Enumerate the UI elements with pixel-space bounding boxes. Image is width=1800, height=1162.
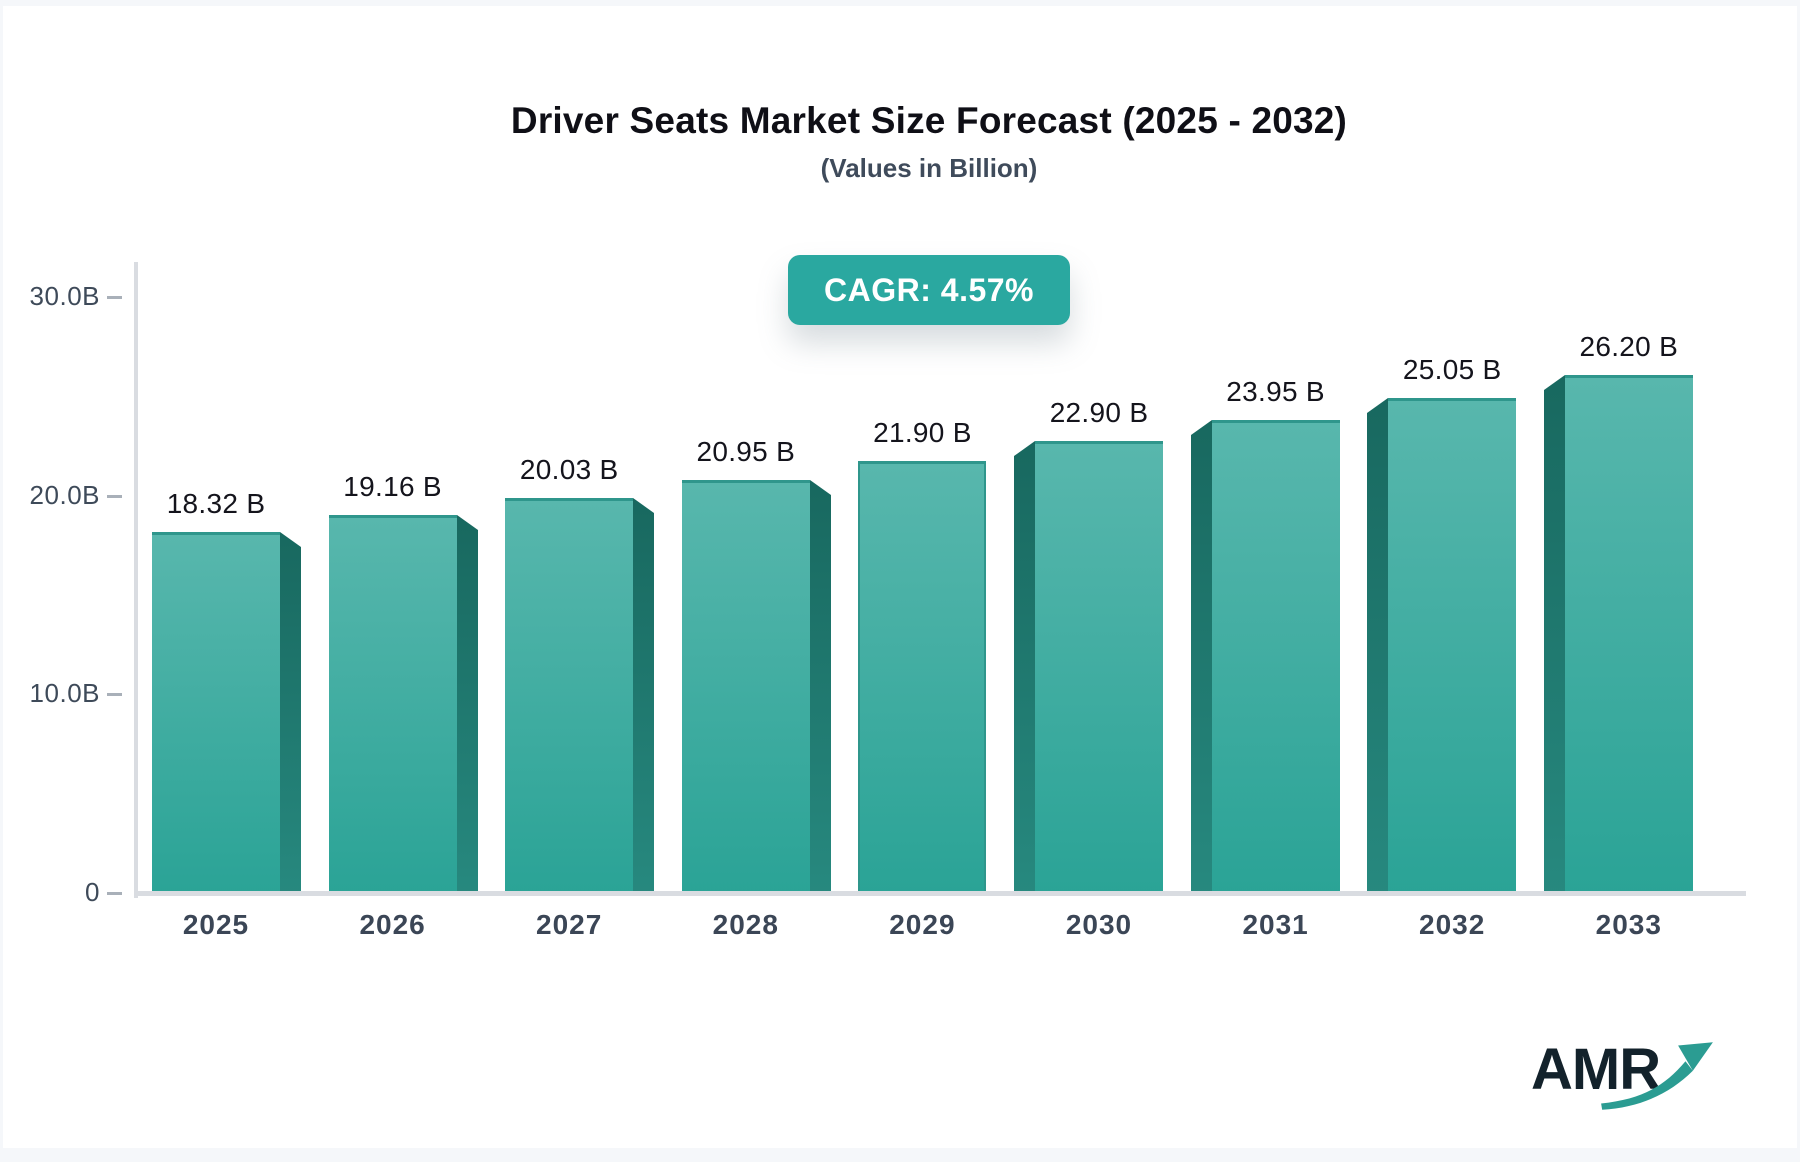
bar — [858, 461, 986, 896]
bar-value-label: 19.16 B — [343, 471, 442, 502]
bar — [329, 515, 457, 896]
bar — [505, 498, 633, 896]
y-axis-tick-label: 0 — [85, 877, 100, 907]
y-axis-tick-mark — [107, 295, 122, 299]
bar — [152, 532, 280, 896]
bar-3d-side — [1544, 375, 1565, 896]
y-axis-tick-label: 10.0B — [29, 678, 100, 709]
bar — [682, 480, 810, 896]
x-axis-tick-label: 2026 — [359, 909, 426, 940]
y-axis-tick-label: 30.0B — [29, 280, 100, 311]
bar-value-label: 25.05 B — [1402, 354, 1502, 385]
y-axis-tick-mark — [107, 693, 122, 697]
x-axis-tick-label: 2027 — [536, 909, 603, 940]
x-axis-tick-label: 2032 — [1419, 909, 1486, 940]
y-axis-line — [134, 262, 138, 898]
bar — [1212, 420, 1340, 896]
x-axis-tick-label: 2025 — [182, 909, 250, 940]
bar-3d-side — [1191, 420, 1212, 896]
bar-3d-side — [810, 480, 831, 896]
amr-logo-arrow-icon — [1601, 1042, 1713, 1110]
bar-3d-side — [280, 532, 301, 896]
bar — [1388, 398, 1516, 896]
bar-3d-side — [457, 515, 478, 896]
bar-value-label: 20.03 B — [519, 454, 619, 485]
x-axis-tick-label: 2028 — [712, 909, 779, 940]
bar — [1035, 441, 1163, 896]
bar-value-label: 18.32 B — [166, 488, 266, 519]
bar-value-label: 26.20 B — [1579, 331, 1679, 362]
chart-title: Driver Seats Market Size Forecast (2025 … — [510, 100, 1348, 141]
chart-card: Driver Seats Market Size Forecast (2025 … — [3, 6, 1797, 1148]
bar-chart-plot: 30.0B 20.0B 10.0B 0 18.32 B 2025 19.16 B 2026 20… — [3, 6, 1800, 1162]
bar-3d-side — [1014, 441, 1035, 896]
bar-3d-side — [1367, 398, 1388, 896]
y-axis-tick-label: 20.0B — [29, 479, 100, 510]
y-axis-tick-mark — [107, 494, 122, 498]
bar-value-label: 20.95 B — [696, 436, 796, 467]
x-axis-tick-label: 2029 — [889, 909, 956, 940]
y-axis-tick-mark — [107, 892, 122, 895]
amr-logo: AMR — [1531, 1036, 1721, 1126]
chart-subtitle: (Values in Billion) — [820, 153, 1038, 183]
bar-value-label: 23.95 B — [1226, 376, 1325, 407]
x-axis-tick-label: 2030 — [1065, 909, 1133, 940]
amr-logo-text: AMR — [1531, 1037, 1661, 1102]
x-axis-tick-label: 2031 — [1242, 909, 1309, 940]
x-axis-tick-label: 2033 — [1595, 909, 1662, 940]
bar-value-label: 22.90 B — [1049, 397, 1149, 428]
bar-value-label: 21.90 B — [873, 417, 972, 448]
bar-3d-side — [633, 498, 654, 896]
x-axis-line — [134, 891, 1746, 896]
cagr-badge: CAGR: 4.57% — [788, 255, 1070, 325]
bar — [1565, 375, 1693, 896]
